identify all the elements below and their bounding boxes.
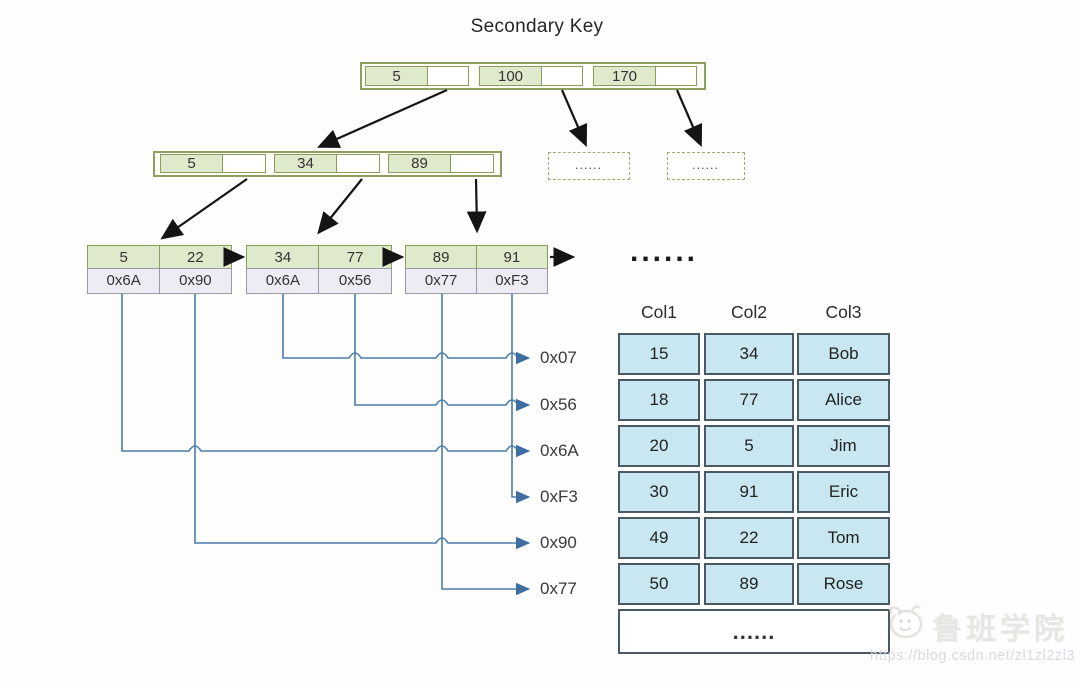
table-cell: 50 <box>618 563 700 605</box>
pointer-line-0x07 <box>282 294 531 365</box>
ellipsis-node: ...... <box>548 152 630 180</box>
root-key-pointer-pair: 100 <box>479 66 583 86</box>
table-cell: 5 <box>704 425 794 467</box>
table-cell: 89 <box>704 563 794 605</box>
table-header-col1: Col1 <box>641 302 677 322</box>
leaf-pointer-row: 0x6A 0x56 <box>246 267 392 294</box>
root-node: 5 100 170 <box>360 62 706 90</box>
table-ellipsis-row: ...... <box>618 609 890 654</box>
pointer-line-0x6A <box>121 294 531 458</box>
leaf-pointer-row: 0x77 0xF3 <box>405 267 548 294</box>
internal-key-pointer-pair: 89 <box>388 154 494 173</box>
pointer-line-0x77 <box>441 294 531 596</box>
internal-key-cell: 89 <box>388 154 451 173</box>
leaf-key-row: 34 77 <box>246 245 392 269</box>
table-cell: 34 <box>704 333 794 375</box>
watermark-brand: 鲁班学院 <box>932 613 1068 646</box>
internal-child-pointer-cell <box>221 154 266 173</box>
table-cell: 22 <box>704 517 794 559</box>
leaf-key-cell: 5 <box>87 245 161 269</box>
table-cell: 77 <box>704 379 794 421</box>
root-key-pointer-pair: 5 <box>365 66 469 86</box>
internal-child-pointer-cell <box>335 154 380 173</box>
record-address-label: 0x56 <box>540 395 577 414</box>
table-cell: Alice <box>797 379 890 421</box>
root-key-cell: 170 <box>593 66 656 86</box>
root-child-pointer-cell <box>654 66 697 86</box>
leaf-key-cell: 91 <box>475 245 548 269</box>
leaf-key-cell: 34 <box>246 245 320 269</box>
internal-key-cell: 34 <box>274 154 337 173</box>
leaf-record-pointer-cell: 0x77 <box>405 267 478 294</box>
leaf-key-cell: 89 <box>405 245 478 269</box>
arrow-root-to-ellipsis-2 <box>675 89 703 148</box>
leaf-key-cell: 77 <box>318 245 392 269</box>
arrow-internal-to-leaf-3 <box>466 178 487 234</box>
table-cell: 49 <box>618 517 700 559</box>
record-address-label: 0x77 <box>540 579 577 598</box>
leaf-record-pointer-cell: 0x90 <box>158 267 232 294</box>
watermark-url: https://blog.csdn.net/zl1zl2zl3 <box>870 648 1075 664</box>
table-cell: Eric <box>797 471 890 513</box>
table-cell: 15 <box>618 333 700 375</box>
arrow-internal-to-leaf-2 <box>317 178 363 235</box>
root-key-cell: 5 <box>365 66 428 86</box>
arrow-internal-to-leaf-1 <box>160 178 248 240</box>
root-key-pointer-pair: 170 <box>593 66 697 86</box>
internal-key-pointer-pair: 5 <box>160 154 266 173</box>
pointer-line-0x56 <box>354 294 531 412</box>
record-address-label: 0x90 <box>540 533 577 552</box>
leaf-key-row: 5 22 <box>87 245 232 269</box>
leaf-key-row: 89 91 <box>405 245 548 269</box>
table-cell: Rose <box>797 563 890 605</box>
pointer-line-0xF3 <box>511 294 531 504</box>
leaf-record-pointer-cell: 0x6A <box>246 267 320 294</box>
leaf-node: 5 22 0x6A 0x90 <box>87 245 232 294</box>
diagram-title: Secondary Key <box>470 16 604 37</box>
record-address-label: 0xF3 <box>540 487 578 506</box>
root-key-cell: 100 <box>479 66 542 86</box>
leaf-key-cell: 22 <box>158 245 232 269</box>
table-header-col3: Col3 <box>825 302 862 322</box>
table-cell: Jim <box>797 425 890 467</box>
pointer-line-0x90 <box>194 294 531 550</box>
internal-key-pointer-pair: 34 <box>274 154 380 173</box>
root-child-pointer-cell <box>540 66 583 86</box>
leaf-record-pointer-cell: 0xF3 <box>475 267 548 294</box>
table-cell: 18 <box>618 379 700 421</box>
internal-child-pointer-cell <box>449 154 494 173</box>
table-cell: 20 <box>618 425 700 467</box>
record-address-label: 0x6A <box>540 441 579 460</box>
leaf-record-pointer-cell: 0x6A <box>87 267 161 294</box>
table-cell: 30 <box>618 471 700 513</box>
internal-node: 5 34 89 <box>153 151 502 177</box>
leaf-chain-ellipsis: ...... <box>630 235 699 268</box>
table-cell: Bob <box>797 333 890 375</box>
record-address-label: 0x07 <box>540 348 577 367</box>
leaf-node: 34 77 0x6A 0x56 <box>246 245 392 294</box>
arrow-root-to-ellipsis-1 <box>560 89 588 148</box>
table-header-col2: Col2 <box>731 302 767 322</box>
leaf-record-pointer-cell: 0x56 <box>318 267 392 294</box>
leaf-node: 89 91 0x77 0xF3 <box>405 245 548 294</box>
ellipsis-node: ...... <box>667 152 745 180</box>
table-cell: 91 <box>704 471 794 513</box>
root-child-pointer-cell <box>426 66 469 86</box>
arrow-root-to-internal <box>316 88 448 148</box>
luban-academy-logo-icon <box>889 605 923 639</box>
leaf-pointer-row: 0x6A 0x90 <box>87 267 232 294</box>
internal-key-cell: 5 <box>160 154 223 173</box>
table-cell: Tom <box>797 517 890 559</box>
